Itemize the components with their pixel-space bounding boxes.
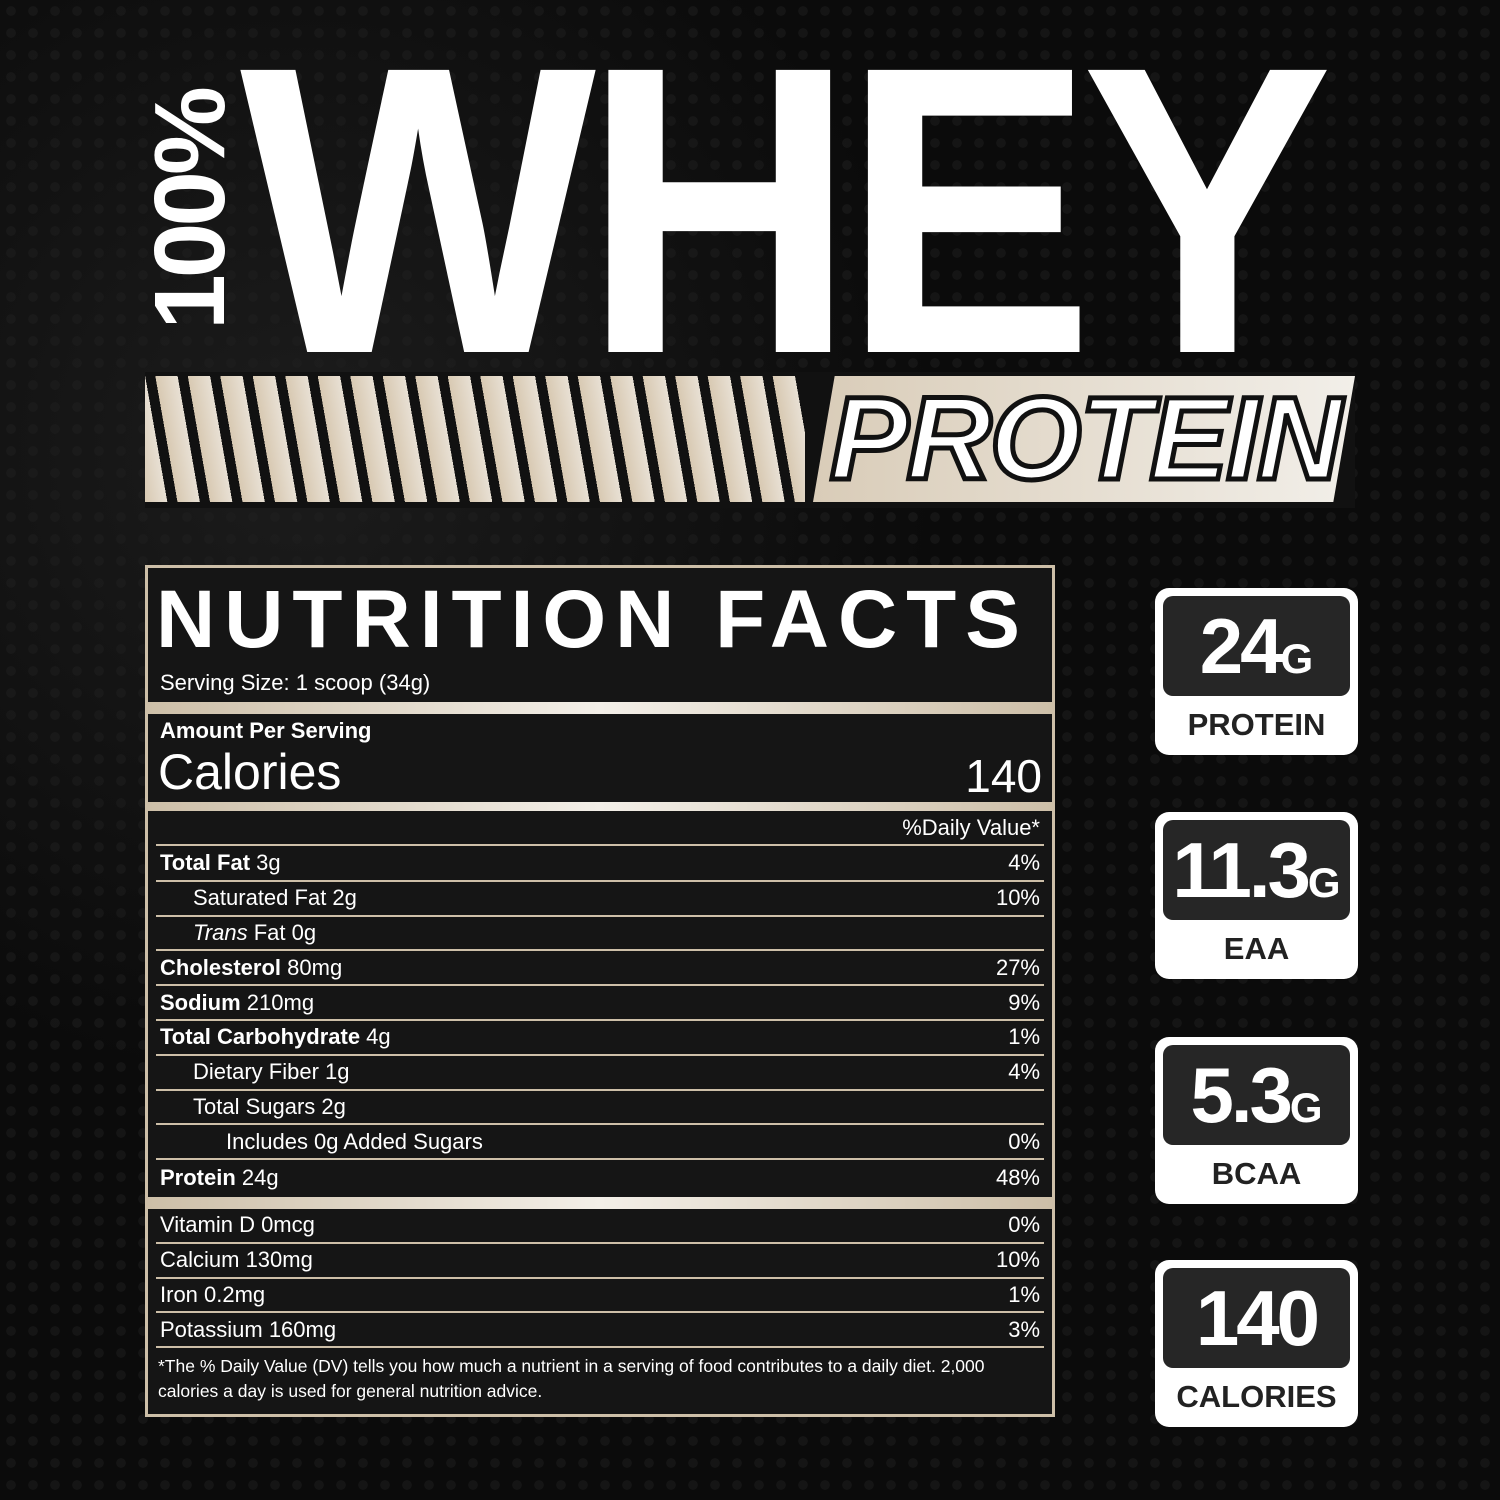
nutrient-dv: 4% xyxy=(1008,850,1040,876)
vitamin-name: Vitamin D 0mcg xyxy=(160,1212,315,1238)
nutrient-row: Dietary Fiber 1g 4% xyxy=(156,1056,1044,1091)
nutrient-name: Total Fat 3g xyxy=(160,850,281,876)
stat-badge: 11.3G EAA xyxy=(1155,812,1358,979)
amount-per-serving: Amount Per Serving xyxy=(160,718,372,743)
stat-badge: 24G PROTEIN xyxy=(1155,588,1358,755)
nutrient-name: Sodium 210mg xyxy=(160,989,315,1015)
serving-size-text: Serving Size: 1 scoop (34g) xyxy=(160,670,431,695)
calories-value: 140 xyxy=(965,750,1042,802)
nutrient-name: Saturated Fat 2g xyxy=(193,885,357,911)
nutrient-dv: 0% xyxy=(1008,1128,1040,1154)
nutrition-title: NUTRITION FACTS xyxy=(156,574,1029,665)
nutrient-name: Total Sugars 2g xyxy=(193,1093,346,1119)
product-subtitle: PROTEIN xyxy=(827,373,1345,505)
vitamin-name: Potassium 160mg xyxy=(160,1316,337,1342)
badge-value: 11.3G xyxy=(1163,820,1350,920)
nutrient-dv: 4% xyxy=(1008,1059,1040,1085)
vitamin-row: Vitamin D 0mcg 0% xyxy=(156,1209,1044,1244)
stripe-decoration xyxy=(145,376,805,502)
vitamin-dv: 3% xyxy=(1008,1316,1040,1342)
vitamin-row: Potassium 160mg 3% xyxy=(156,1313,1044,1349)
vitamin-dv: 10% xyxy=(995,1247,1040,1273)
nutrient-name: Total Carbohydrate 4g xyxy=(160,1024,391,1050)
vitamin-row: Iron 0.2mg 1% xyxy=(156,1279,1044,1314)
nutrient-dv: 48% xyxy=(995,1164,1040,1190)
subtitle-band: PROTEIN xyxy=(145,372,1355,508)
footnote: *The % Daily Value (DV) tells you how mu… xyxy=(158,1356,985,1401)
nutrient-row: Protein 24g 48% xyxy=(156,1160,1044,1195)
stat-badge: 5.3G BCAA xyxy=(1155,1037,1358,1204)
nutrition-facts-panel: NUTRITION FACTS Serving Size: 1 scoop (3… xyxy=(145,565,1055,1417)
stat-badge: 140 CALORIES xyxy=(1155,1260,1358,1427)
nutrient-name: Protein 24g xyxy=(160,1164,279,1190)
nutrient-row: Total Carbohydrate 4g 1% xyxy=(156,1021,1044,1056)
nutrient-dv: 10% xyxy=(995,885,1040,911)
serving-size: Serving Size: 1 scoop (34g) xyxy=(156,665,1044,701)
nutrient-row: Total Sugars 2g xyxy=(156,1091,1044,1126)
nutrient-row: Saturated Fat 2g 10% xyxy=(156,882,1044,917)
divider xyxy=(148,802,1052,811)
subtitle-background xyxy=(813,376,1355,502)
nutrient-row: Cholesterol 80mg 27% xyxy=(156,951,1044,987)
product-title: WHEY xyxy=(240,0,1333,439)
nutrient-name: Dietary Fiber 1g xyxy=(193,1059,350,1085)
nutrient-row: Total Fat 3g 4% xyxy=(156,847,1044,882)
divider xyxy=(148,702,1052,714)
calories-label: Calories xyxy=(158,744,342,800)
vitamin-row: Calcium 130mg 10% xyxy=(156,1244,1044,1279)
badge-label: BCAA xyxy=(1211,1156,1302,1191)
badge-label: CALORIES xyxy=(1176,1379,1337,1414)
vitamin-dv: 1% xyxy=(1008,1281,1040,1307)
badge-value: 24G xyxy=(1163,596,1350,696)
badge-value: 5.3G xyxy=(1163,1045,1350,1145)
nutrient-row: Includes 0g Added Sugars 0% xyxy=(156,1125,1044,1161)
percent-label: 100% xyxy=(134,90,246,330)
divider xyxy=(148,1197,1052,1209)
nutrient-name: Includes 0g Added Sugars xyxy=(226,1128,483,1154)
nutrient-name: Trans Fat 0g xyxy=(193,919,317,945)
dv-header-text: %Daily Value* xyxy=(902,814,1040,840)
badge-value: 140 xyxy=(1163,1268,1350,1368)
nutrient-dv: 9% xyxy=(1008,989,1040,1015)
nutrient-dv: 27% xyxy=(995,954,1040,980)
vitamin-name: Calcium 130mg xyxy=(160,1247,313,1273)
dv-header: %Daily Value* xyxy=(156,811,1044,846)
nutrient-row: Trans Fat 0g xyxy=(156,917,1044,952)
nutrient-dv: 1% xyxy=(1008,1024,1040,1050)
badge-label: EAA xyxy=(1223,931,1290,966)
nutrient-name: Cholesterol 80mg xyxy=(160,954,343,980)
badge-label: PROTEIN xyxy=(1187,707,1326,742)
vitamin-name: Iron 0.2mg xyxy=(160,1281,266,1307)
nutrient-row: Sodium 210mg 9% xyxy=(156,986,1044,1021)
vitamin-dv: 0% xyxy=(1008,1212,1040,1238)
